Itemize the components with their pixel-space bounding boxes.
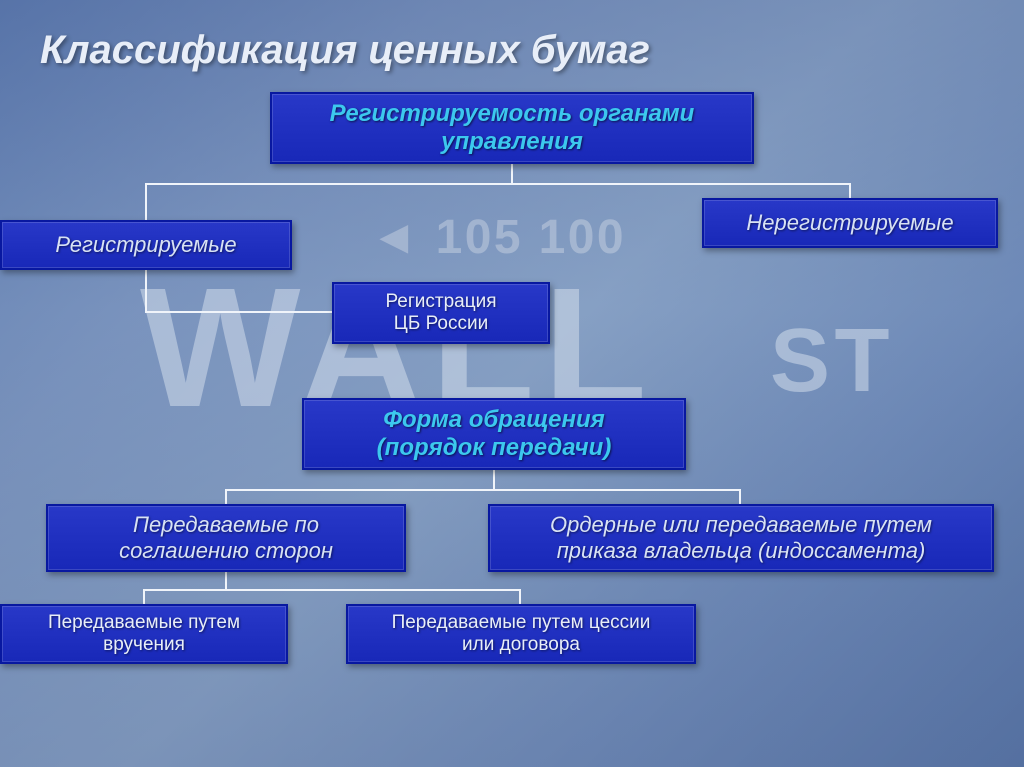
box-cessia-line2: или договора [462,634,580,656]
box-order: Ордерные или передаваемые путем приказа … [488,504,994,572]
box-reg-text: Регистрируемые [55,232,236,258]
box-regcb-line2: ЦБ России [394,313,488,335]
box-root1-line1: Регистрируемость органами [330,100,695,128]
box-regcb-line1: Регистрация [385,291,496,313]
box-root-form: Форма обращения (порядок передачи) [302,398,686,470]
box-nereg-text: Нерегистрируемые [746,210,953,236]
box-vruch-line1: Передаваемые путем [48,612,240,634]
box-cession: Передаваемые путем цессии или договора [346,604,696,664]
box-order-line2: приказа владельца (индоссамента) [557,538,926,564]
box-vruch-line2: вручения [103,634,185,656]
box-root2-line1: Форма обращения [383,406,605,434]
box-sogl-line2: соглашению сторон [119,538,333,564]
box-unregistered: Нерегистрируемые [702,198,998,248]
box-registration-cb: Регистрация ЦБ России [332,282,550,344]
bg-st-text: ST [770,310,894,413]
box-order-line1: Ордерные или передаваемые путем [550,512,932,538]
box-handing: Передаваемые путем вручения [0,604,288,664]
box-root-registration: Регистрируемость органами управления [270,92,754,164]
page-title: Классификация ценных бумаг [40,28,650,73]
box-registered: Регистрируемые [0,220,292,270]
box-cessia-line1: Передаваемые путем цессии [392,612,651,634]
box-root2-line2: (порядок передачи) [377,434,612,462]
box-agreement: Передаваемые по соглашению сторон [46,504,406,572]
box-sogl-line1: Передаваемые по [133,512,319,538]
bg-arrow-text: ◄ 105 100 [370,210,626,265]
box-root1-line2: управления [441,128,583,156]
